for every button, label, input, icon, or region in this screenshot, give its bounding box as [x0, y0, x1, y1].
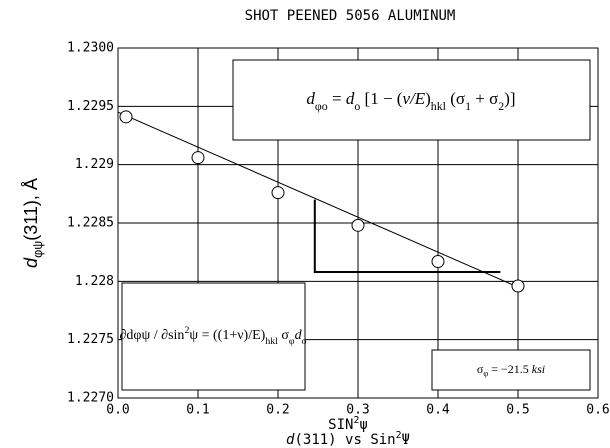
formula-box [121, 282, 306, 391]
point [119, 110, 133, 124]
label-part: 2 [498, 99, 504, 113]
x-tick-label: 0.2 [266, 403, 289, 418]
y-tick-label: 1.2300 [67, 41, 114, 56]
x-tick-label: 0.6 [586, 403, 609, 418]
label-part: [1 − ( [360, 89, 402, 108]
plot-frame [117, 47, 599, 399]
label-part: φ [483, 369, 488, 378]
x-tick-label: 0.4 [426, 403, 450, 418]
label-part: ∂dφψ / ∂sin [120, 328, 185, 343]
label-part: d [346, 89, 355, 108]
fit-line [117, 111, 519, 288]
label-part: d [21, 257, 41, 268]
label-part: ksi [532, 362, 545, 376]
y-tick-label: 1.2275 [67, 332, 114, 347]
label-part: σ [477, 362, 484, 376]
y-tick-label: 1.2285 [67, 216, 114, 231]
label-part: hkl [431, 99, 447, 113]
label: dφo = do [1 − (ν/E)hkl (σ1 + σ2)] [306, 89, 515, 113]
y-tick-label: 1.229 [75, 157, 114, 172]
label-part: ψ = ((1+ν)/E) [189, 328, 265, 343]
x-tick-label: 0.1 [186, 403, 209, 418]
label-part: φ [289, 336, 295, 347]
chart-title: SHOT PEENED 5056 ALUMINUM [245, 8, 456, 24]
point [431, 255, 445, 268]
point [511, 279, 525, 293]
x-tick-label: 0.5 [506, 403, 529, 418]
label-part: o [302, 336, 307, 347]
label-part: ) [425, 89, 431, 108]
label-part: d [286, 432, 295, 448]
label-part: ν/E [402, 89, 425, 108]
label-part: = [328, 89, 346, 108]
formula-box [431, 349, 591, 391]
slope-triangle [313, 199, 501, 273]
label-part: (σ [446, 89, 465, 108]
label-part: hkl [265, 336, 278, 347]
formula-box [232, 59, 591, 141]
label-part: + σ [471, 89, 498, 108]
y-tick-label: 1.228 [75, 274, 114, 289]
label-part: d [295, 328, 303, 343]
label-part: = −21.5 [488, 362, 532, 376]
label: d(311) vs Sin2Ψ [286, 430, 410, 448]
point [191, 151, 205, 165]
label-part: 2 [184, 325, 189, 336]
label: SIN2ψ [328, 415, 368, 434]
label-part: σ [278, 328, 290, 343]
y-tick-label: 1.2270 [67, 391, 114, 406]
label-part: (311) vs Sin [294, 432, 395, 448]
label-part: φo [315, 99, 328, 113]
label: ∂dφψ / ∂sin2ψ = ((1+ν)/E)hkl σφdo [120, 325, 307, 347]
y-tick-label: 1.2295 [67, 99, 114, 114]
label-part: 2 [396, 430, 402, 441]
x-tick-label: 0.0 [106, 403, 129, 418]
label-part: Ψ [402, 432, 410, 448]
label-part: 1 [465, 99, 471, 113]
label-part: 2 [353, 415, 359, 426]
label-part: d [306, 89, 315, 108]
label: σφ = −21.5 ksi [477, 362, 545, 379]
label-part: o [354, 99, 360, 113]
label-part: SIN [328, 417, 353, 433]
x-tick-label: 0.3 [346, 403, 369, 418]
label: dφψ(311), Å [21, 178, 46, 268]
label-part: ψ [359, 417, 367, 433]
label-part: (311), Å [21, 178, 41, 241]
label-part: φψ [31, 241, 45, 258]
point [271, 186, 285, 200]
label-part: )] [504, 89, 515, 108]
point [351, 218, 365, 232]
